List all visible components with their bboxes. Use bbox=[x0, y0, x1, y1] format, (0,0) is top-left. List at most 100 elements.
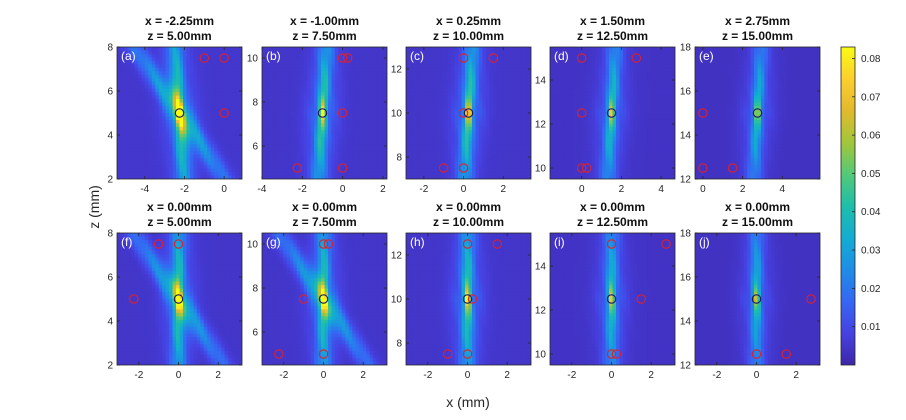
y-tick-label: 8 bbox=[396, 153, 402, 164]
scatterer-marker bbox=[219, 108, 229, 118]
x-tick-label: 2 bbox=[648, 370, 654, 381]
markers bbox=[438, 53, 499, 173]
panel-title-z: z = 15.00mm bbox=[722, 29, 793, 43]
x-axis-label: x (mm) bbox=[446, 394, 490, 410]
scatterer-marker bbox=[636, 294, 647, 304]
axes-box bbox=[694, 232, 821, 366]
heatmap-field bbox=[117, 47, 242, 179]
colorbar-tick-label: 0.04 bbox=[861, 207, 881, 218]
x-tick-label: 2 bbox=[500, 184, 506, 195]
axes-box bbox=[116, 46, 243, 180]
scatterer-marker bbox=[462, 349, 473, 359]
heatmap-field bbox=[550, 233, 675, 365]
scatterer-marker bbox=[467, 294, 478, 304]
scatterer-marker bbox=[611, 349, 622, 359]
scatterer-marker bbox=[337, 53, 348, 63]
scatterer-marker bbox=[292, 163, 303, 173]
focus-marker bbox=[462, 294, 473, 304]
markers bbox=[442, 239, 503, 359]
x-tick-label: -2 bbox=[712, 370, 721, 381]
heatmap-field bbox=[406, 233, 531, 365]
x-tick-label: 0 bbox=[700, 184, 706, 195]
colorbar-tick-label: 0.07 bbox=[861, 92, 881, 103]
y-tick-label: 16 bbox=[680, 87, 692, 98]
panel-label: (c) bbox=[410, 49, 424, 63]
scatterer-marker bbox=[727, 163, 738, 173]
heatmap-field bbox=[117, 233, 242, 365]
x-tick-label: -4 bbox=[140, 184, 149, 195]
scatterer-marker bbox=[492, 239, 503, 249]
panel-title-z: z = 5.00mm bbox=[147, 215, 211, 229]
y-tick-label: 16 bbox=[680, 273, 692, 284]
scatterer-marker bbox=[458, 108, 469, 118]
panel-label: (b) bbox=[266, 49, 281, 63]
scatterer-marker bbox=[698, 163, 708, 173]
panel-title-x: x = 0.00mm bbox=[725, 200, 790, 214]
x-tick-label: 4 bbox=[780, 184, 786, 195]
x-tick-label: -2 bbox=[423, 370, 432, 381]
y-tick-label: 8 bbox=[252, 284, 258, 295]
scatterer-marker bbox=[323, 239, 334, 249]
heatmap-field bbox=[695, 47, 820, 179]
scatterer-marker bbox=[219, 53, 229, 63]
scatterer-marker bbox=[129, 294, 139, 304]
y-tick-label: 18 bbox=[680, 229, 692, 240]
scatterer-marker bbox=[806, 294, 816, 304]
colorbar-tick-label: 0.02 bbox=[861, 284, 881, 295]
x-tick-label: -2 bbox=[419, 184, 428, 195]
x-tick-label: 4 bbox=[658, 184, 664, 195]
panel-title-z: z = 5.00mm bbox=[147, 29, 211, 43]
axes-box bbox=[261, 232, 388, 366]
panel-title-x: x = 0.00mm bbox=[436, 200, 501, 214]
axes-box bbox=[261, 46, 388, 180]
heatmap-field bbox=[262, 47, 387, 179]
y-tick-label: 10 bbox=[535, 350, 547, 361]
scatterer-marker bbox=[274, 349, 284, 359]
colorbar-tick-label: 0.01 bbox=[861, 322, 881, 333]
panel-title-z: z = 15.00mm bbox=[722, 215, 793, 229]
scatterer-marker bbox=[488, 53, 499, 63]
panel-title-z: z = 10.00mm bbox=[433, 29, 504, 43]
x-tick-label: -2 bbox=[279, 370, 288, 381]
scatterer-marker bbox=[173, 239, 184, 249]
x-tick-label: 2 bbox=[380, 184, 386, 195]
markers bbox=[174, 53, 229, 118]
x-tick-label: -2 bbox=[180, 184, 189, 195]
markers bbox=[292, 53, 353, 173]
x-tick-label: 2 bbox=[360, 370, 366, 381]
panel-label: (g) bbox=[266, 235, 281, 249]
colorbar-tick-label: 0.06 bbox=[861, 131, 881, 142]
y-tick-label: 4 bbox=[107, 131, 113, 142]
scatterer-marker bbox=[298, 294, 309, 304]
scatterer-marker bbox=[153, 239, 164, 249]
x-tick-label: 2 bbox=[793, 370, 799, 381]
y-tick-label: 18 bbox=[680, 43, 692, 54]
x-tick-label: 0 bbox=[465, 370, 471, 381]
markers bbox=[751, 294, 816, 359]
x-tick-label: -4 bbox=[258, 184, 267, 195]
markers bbox=[698, 108, 763, 173]
heatmap-field bbox=[550, 47, 675, 179]
colorbar-tick-label: 0.08 bbox=[861, 54, 881, 65]
colorbar: 0.01 0.02 0.03 0.04 0.05 0.06 0.07 0.08 bbox=[840, 46, 881, 366]
y-tick-label: 10 bbox=[247, 54, 259, 65]
x-tick-label: 2 bbox=[504, 370, 510, 381]
scatterer-marker bbox=[631, 53, 642, 63]
x-tick-label: -2 bbox=[134, 370, 143, 381]
y-tick-label: 12 bbox=[680, 175, 692, 186]
y-tick-label: 14 bbox=[680, 317, 692, 328]
y-tick-label: 2 bbox=[107, 361, 113, 372]
panel-label: (f) bbox=[121, 235, 132, 249]
focus-marker bbox=[463, 108, 474, 118]
scatterer-marker bbox=[337, 108, 348, 118]
x-tick-label: 2 bbox=[215, 370, 221, 381]
markers bbox=[129, 239, 184, 304]
x-tick-label: 2 bbox=[619, 184, 625, 195]
y-tick-label: 6 bbox=[107, 273, 113, 284]
y-tick-label: 14 bbox=[535, 76, 547, 87]
axes-box bbox=[549, 46, 676, 180]
